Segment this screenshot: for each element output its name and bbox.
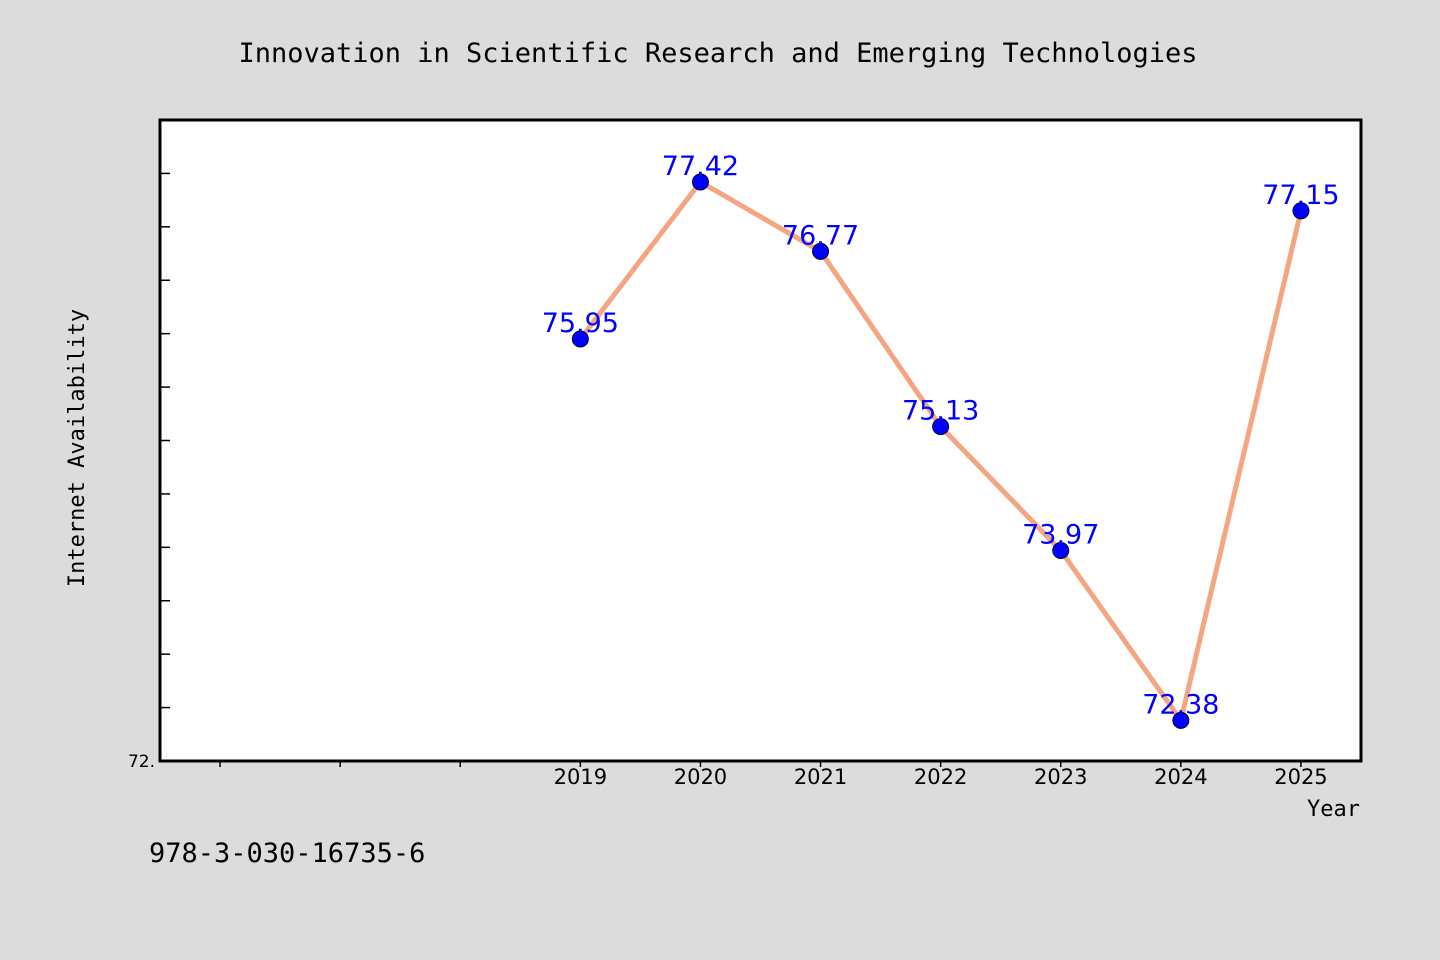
data-label: 77.15	[1262, 180, 1339, 211]
x-tick-label: 2021	[794, 765, 847, 789]
x-tick-label: 2020	[674, 765, 727, 789]
x-tick-label: 2022	[914, 765, 967, 789]
data-labels: 75.95 77.42 76.77 75.13 73.97 72.38 77.15	[542, 151, 1340, 720]
data-label: 72.38	[1142, 689, 1219, 720]
x-axis-label: Year	[1307, 797, 1360, 822]
data-markers	[571, 173, 1310, 729]
data-point	[1052, 542, 1070, 560]
x-tick-labels: 2019 2020 2021 2022 2023 2024 2025	[554, 765, 1328, 789]
x-tick-label: 2019	[554, 765, 607, 789]
y-tick-label: 72.	[128, 752, 155, 772]
data-label: 75.13	[902, 396, 979, 427]
chart-title: Innovation in Scientific Research and Em…	[238, 38, 1197, 69]
isbn-footer: 978-3-030-16735-6	[149, 838, 425, 869]
x-tick-label: 2025	[1274, 765, 1327, 789]
y-axis-label: Internet Availability	[65, 309, 90, 587]
x-axis-ticks	[219, 761, 1302, 767]
y-axis-ticks	[160, 119, 170, 762]
plot-area	[158, 118, 1363, 763]
data-label: 75.95	[542, 308, 619, 339]
data-point	[1172, 711, 1190, 729]
data-point	[932, 418, 950, 436]
data-label: 73.97	[1022, 520, 1099, 551]
data-point	[691, 173, 709, 191]
data-label: 76.77	[782, 220, 859, 251]
x-tick-label: 2023	[1034, 765, 1087, 789]
data-label: 77.42	[662, 151, 739, 182]
data-point	[1292, 202, 1310, 220]
data-point	[812, 242, 830, 260]
data-point	[571, 330, 589, 348]
x-tick-label: 2024	[1154, 765, 1207, 789]
